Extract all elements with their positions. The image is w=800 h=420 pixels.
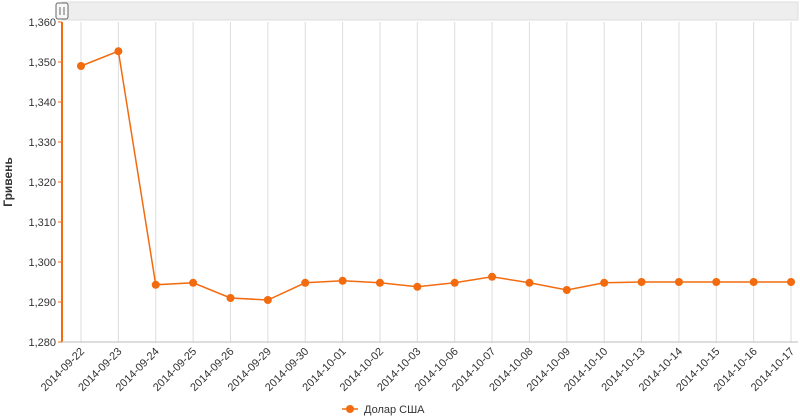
y-tick-label: 1,280 [28, 337, 56, 349]
scroll-bar[interactable] [61, 1, 799, 21]
point [375, 278, 384, 287]
y-tick-label: 1,300 [28, 257, 56, 269]
point [301, 278, 310, 287]
y-tick-label: 1,290 [28, 297, 56, 309]
legend-marker [346, 405, 354, 413]
y-tick-label: 1,320 [28, 177, 56, 189]
line [80, 50, 792, 301]
point [151, 280, 160, 289]
y-tick-label: 1,340 [28, 97, 56, 109]
point [413, 282, 422, 291]
point [674, 278, 683, 286]
point [749, 278, 758, 286]
point [450, 278, 459, 287]
point [114, 47, 123, 56]
point [637, 278, 646, 286]
scroll-handle[interactable] [55, 2, 69, 20]
point [562, 286, 571, 294]
point [712, 278, 721, 286]
point [226, 294, 235, 302]
point [787, 278, 796, 286]
point [600, 278, 609, 287]
y-tick-label: 1,310 [28, 217, 56, 229]
point [488, 272, 497, 281]
legend-label: Долар США [364, 404, 425, 416]
y-tick-label: 1,360 [28, 17, 56, 29]
y-axis-title: Гривень [1, 157, 15, 207]
point [338, 276, 347, 285]
y-tick-label: 1,330 [28, 137, 56, 149]
point [77, 62, 85, 70]
point [263, 296, 272, 304]
y-tick-label: 1,350 [28, 57, 56, 69]
point [525, 278, 534, 287]
point [189, 278, 198, 287]
